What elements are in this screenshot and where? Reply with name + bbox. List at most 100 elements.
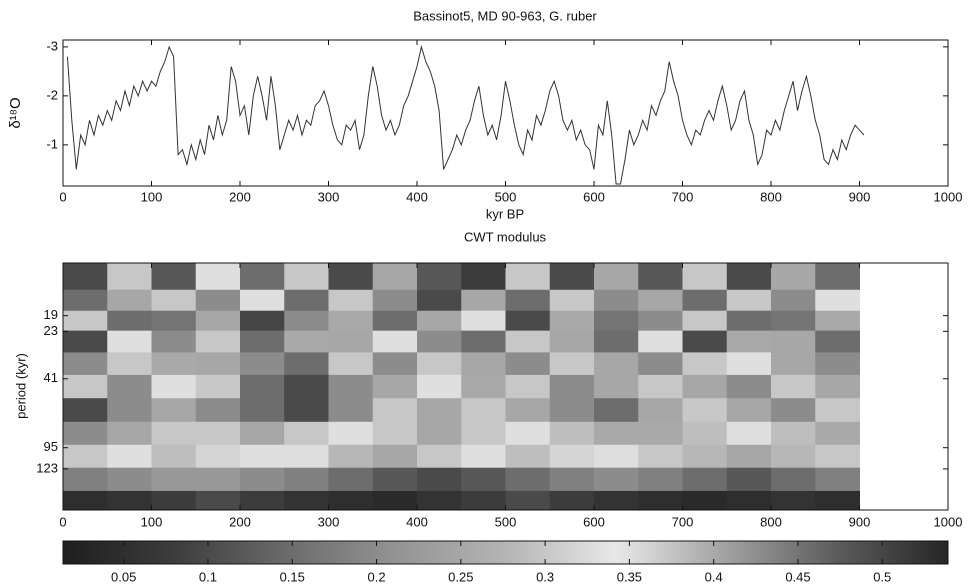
heatmap-cell xyxy=(549,467,595,492)
colorbar-tick-label: 0.5 xyxy=(873,569,891,584)
heatmap-cell xyxy=(771,421,816,446)
heatmap-cell xyxy=(549,289,595,312)
heatmap-cell xyxy=(195,467,241,492)
heatmap-cell xyxy=(771,263,816,291)
heatmap-cell xyxy=(594,467,639,492)
heatmap-cell xyxy=(195,444,241,469)
heatmap-cell xyxy=(771,374,816,399)
heatmap-cell xyxy=(240,289,285,312)
heatmap-cell xyxy=(372,374,418,399)
colorbar-tick-label: 0.2 xyxy=(368,569,386,584)
heatmap-cell xyxy=(815,330,860,353)
heatmap-cell xyxy=(284,310,329,332)
heatmap-cell xyxy=(328,421,374,446)
heatmap-cell xyxy=(63,490,108,511)
heatmap-cell xyxy=(372,421,418,446)
heatmap-cell xyxy=(549,263,595,291)
heatmap-cell xyxy=(417,374,462,399)
heatmap-cell xyxy=(328,289,374,312)
heatmap-cell xyxy=(328,490,374,511)
heatmap-cell xyxy=(505,310,551,332)
heatmap-cell xyxy=(417,444,462,469)
colorbar-tick-label: 0.15 xyxy=(280,569,305,584)
x-tick-label: 500 xyxy=(495,189,517,204)
heatmap-cell xyxy=(328,330,374,353)
heatmap-cell xyxy=(195,352,241,376)
heatmap-cell xyxy=(726,310,772,332)
x-tick-label: 900 xyxy=(849,514,871,529)
heatmap-cell xyxy=(461,289,506,312)
heatmap-cell xyxy=(63,398,108,423)
heatmap-cell xyxy=(815,398,860,423)
heatmap-cell xyxy=(638,352,683,376)
heatmap-cell xyxy=(284,330,329,353)
heatmap-cell xyxy=(240,263,285,291)
heatmap-cell xyxy=(815,310,860,332)
heatmap-cell xyxy=(549,330,595,353)
heatmap-cell xyxy=(638,374,683,399)
heatmap-cell xyxy=(726,467,772,492)
heatmap-cell xyxy=(682,374,728,399)
x-tick-label: 300 xyxy=(318,189,340,204)
heatmap-cell xyxy=(771,330,816,353)
heatmap-cell xyxy=(107,330,152,353)
heatmap-cell xyxy=(284,352,329,376)
colorbar-tick-label: 0.3 xyxy=(536,569,554,584)
heatmap-cell xyxy=(107,374,152,399)
y-tick-label: -3 xyxy=(46,38,58,53)
heatmap-cell xyxy=(328,398,374,423)
x-tick-label: 1000 xyxy=(934,189,963,204)
heatmap-cell xyxy=(151,421,197,446)
x-tick-label: 100 xyxy=(141,514,163,529)
colorbar-tick-label: 0.25 xyxy=(448,569,473,584)
heatmap-cell xyxy=(240,444,285,469)
y-tick-label: 95 xyxy=(44,439,58,454)
x-tick-label: 0 xyxy=(59,189,66,204)
heatmap-cell xyxy=(328,263,374,291)
heatmap-cell xyxy=(284,398,329,423)
heatmap-cell xyxy=(328,374,374,399)
heatmap-cell xyxy=(107,352,152,376)
heatmap-cell xyxy=(151,374,197,399)
heatmap-cell xyxy=(240,374,285,399)
heatmap-cell xyxy=(505,467,551,492)
heatmap-cell xyxy=(505,330,551,353)
heatmap-cell xyxy=(417,467,462,492)
heatmap-cell xyxy=(505,490,551,511)
chart-title: Bassinot5, MD 90-963, G. ruber xyxy=(413,8,597,23)
heatmap-cell xyxy=(240,398,285,423)
y-tick-label: 19 xyxy=(44,307,58,322)
x-tick-label: 300 xyxy=(318,514,340,529)
heatmap-cell xyxy=(549,444,595,469)
heatmap-cell xyxy=(461,467,506,492)
heatmap-cell xyxy=(638,398,683,423)
heatmap-cell xyxy=(284,421,329,446)
heatmap-cell xyxy=(726,444,772,469)
x-tick-label: 600 xyxy=(583,514,605,529)
heatmap-cell xyxy=(107,289,152,312)
heatmap-cell xyxy=(594,398,639,423)
heatmap-cell xyxy=(682,467,728,492)
heatmap-cell xyxy=(505,398,551,423)
heatmap-cell xyxy=(195,330,241,353)
heatmap-cell xyxy=(63,289,108,312)
colorbar-tick-label: 0.05 xyxy=(111,569,136,584)
heatmap-cell xyxy=(240,352,285,376)
heatmap-cell xyxy=(195,289,241,312)
x-axis-label: kyr BP xyxy=(486,206,524,221)
colorbar-tick-label: 0.1 xyxy=(199,569,217,584)
heatmap-cell xyxy=(815,263,860,291)
heatmap-cell xyxy=(63,467,108,492)
heatmap-cell xyxy=(638,421,683,446)
heatmap-cell xyxy=(107,263,152,291)
heatmap-cell xyxy=(151,398,197,423)
x-tick-label: 400 xyxy=(406,514,428,529)
heatmap-cell xyxy=(240,330,285,353)
heatmap-cell xyxy=(461,490,506,511)
heatmap-cell xyxy=(505,421,551,446)
heatmap-cell xyxy=(505,289,551,312)
heatmap-cell xyxy=(284,490,329,511)
heatmap-cell xyxy=(815,352,860,376)
